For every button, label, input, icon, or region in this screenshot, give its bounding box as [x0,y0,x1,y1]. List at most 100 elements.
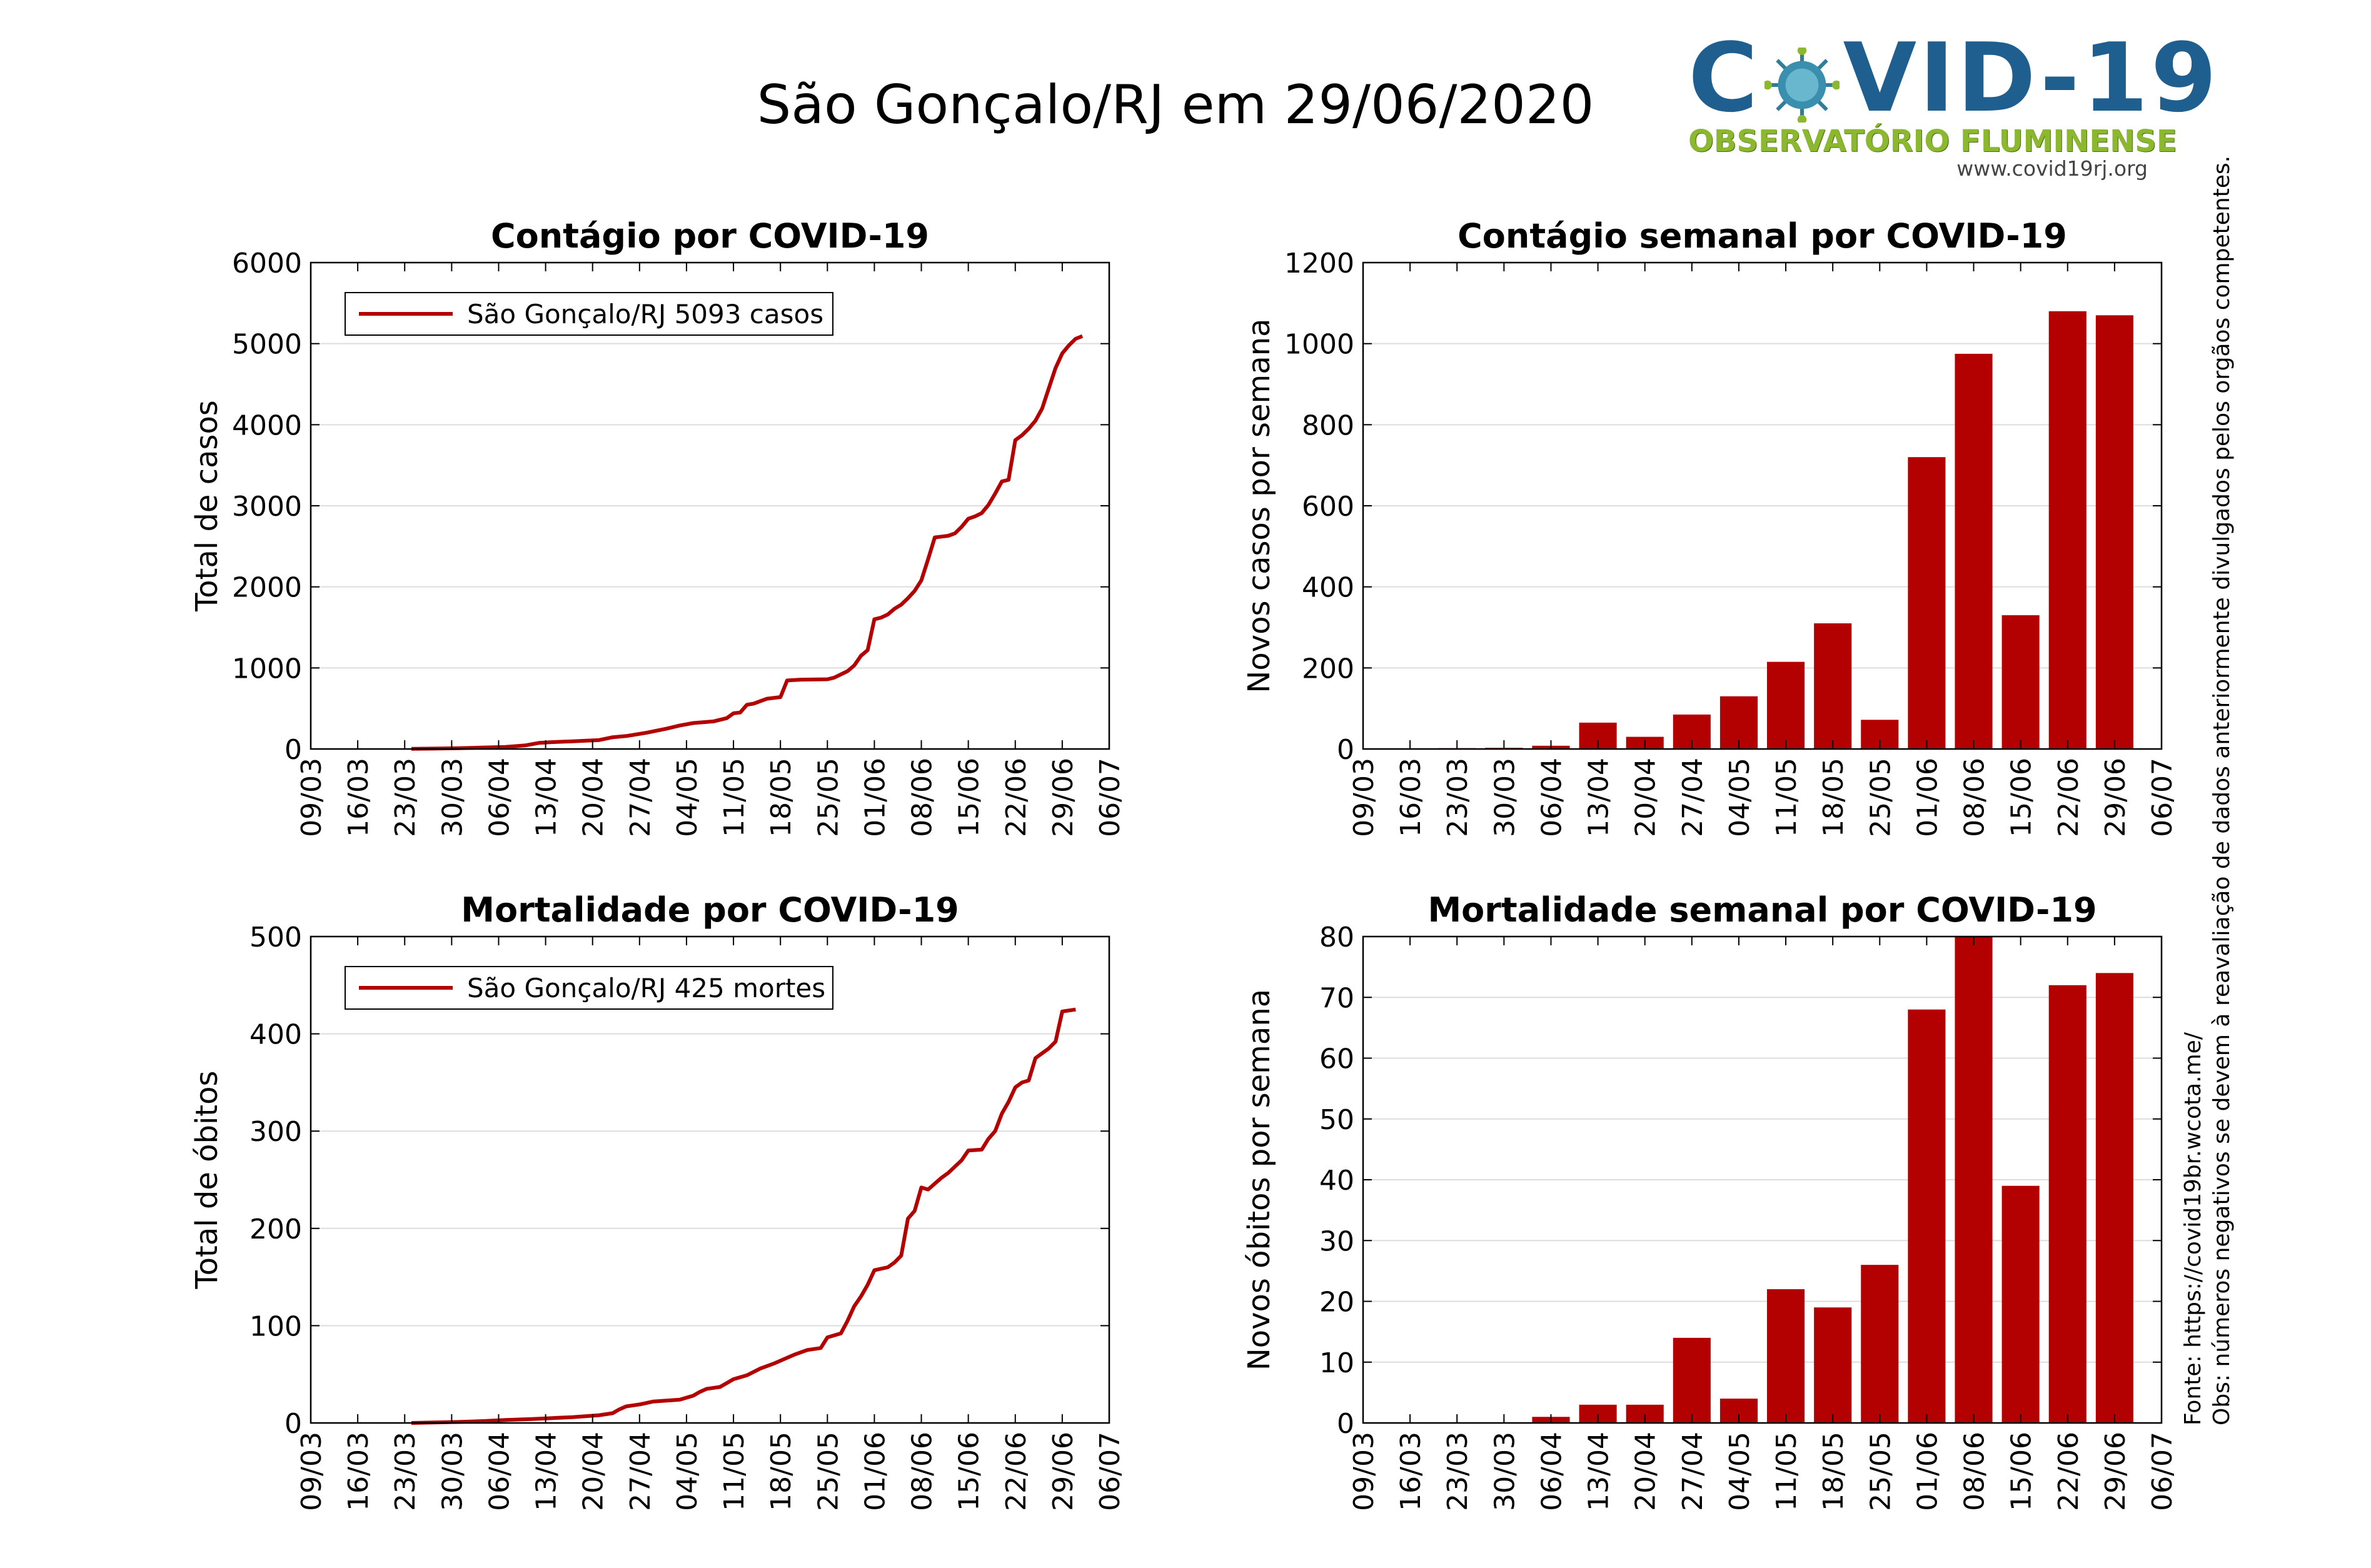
bar [2048,985,2087,1423]
x-tick-label: 23/03 [1442,1432,1474,1511]
x-tick-label: 04/05 [672,1432,703,1511]
bar [1861,1265,1899,1423]
series-line [411,334,1084,751]
x-tick-label: 18/05 [765,1432,797,1511]
x-tick-label: 06/07 [2147,1432,2178,1511]
x-tick-label: 06/04 [483,758,515,837]
x-tick-label: 15/06 [954,1432,985,1511]
x-tick-label: 20/04 [1630,1432,1662,1511]
y-tick-label: 0 [1337,1408,1354,1440]
y-tick-label: 1200 [1284,248,1354,279]
x-tick-label: 18/05 [1818,758,1850,837]
x-tick-label: 06/07 [2147,758,2178,837]
x-tick-label: 06/04 [483,1432,515,1511]
x-tick-label: 16/03 [343,758,375,837]
y-axis-label: Total de casos [189,400,224,612]
chart-deaths-cumulative: São Gonçalo/RJ 425 mortes 0 100 200 300 400 50… [189,890,1126,1511]
x-tick-label: 08/06 [1959,1432,1991,1511]
x-tick-label: 16/03 [343,1432,375,1511]
x-tick-label: 11/05 [718,1432,750,1511]
x-tick-label: 23/03 [390,1432,421,1511]
x-tick-label: 04/05 [672,758,703,837]
x-tick-label: 23/03 [1442,758,1474,837]
x-tick-label: 27/04 [1677,758,1709,837]
x-tick-label: 06/04 [1536,758,1568,837]
plot-frame [310,935,1110,1424]
x-tick-label: 11/05 [1771,1432,1803,1511]
page-title: São Gonçalo/RJ em 29/06/2020 [757,74,1594,136]
x-tick-label: 30/03 [436,1432,468,1511]
y-tick-label: 50 [1319,1104,1354,1136]
x-tick-label: 20/04 [578,758,610,837]
x-tick-label: 09/03 [296,1432,328,1511]
x-tick-label: 09/03 [1348,758,1380,837]
x-tick-label: 25/05 [1865,758,1896,837]
chart-cases-cumulative: São Gonçalo/RJ 5093 casos 0 1000 2000 3000 40… [189,216,1126,837]
y-tick-label: 1000 [232,653,302,685]
y-tick-label: 600 [1302,491,1354,523]
legend: São Gonçalo/RJ 5093 casos [345,292,833,336]
chart-title: Contágio semanal por COVID-19 [1457,216,2067,256]
bar [1719,696,1758,749]
x-tick-label: 01/06 [859,1432,891,1511]
x-tick-label: 27/04 [625,1432,657,1511]
chart-title: Mortalidade por COVID-19 [461,890,959,930]
x-tick-label: 18/05 [765,758,797,837]
x-tick-label: 18/05 [1818,1432,1850,1511]
y-tick-label: 2000 [232,572,302,604]
logo-subtitle: OBSERVATÓRIO FLUMINENSE [1688,124,2177,159]
bar [1814,623,1852,749]
x-tick-label: 08/06 [1959,758,1991,837]
y-tick-label: 70 [1319,982,1354,1014]
y-tick-label: 6000 [232,248,302,279]
x-tick-label: 30/03 [1489,758,1521,837]
covid19-logo: C VID-19 OBSERVATÓRIO FLUMINENSE www.cov… [1688,31,2217,181]
y-tick-label: 1000 [1284,329,1354,361]
x-tick-label: 06/07 [1094,1432,1126,1511]
x-tick-label: 15/06 [954,758,985,837]
x-tick-label: 13/04 [1583,1432,1615,1511]
y-tick-label: 500 [249,922,302,953]
x-tick-label: 29/06 [2100,1432,2132,1511]
x-tick-label: 27/04 [625,758,657,837]
y-tick-label: 80 [1319,922,1354,953]
x-tick-label: 25/05 [1865,1432,1896,1511]
x-tick-label: 29/06 [2100,758,2132,837]
x-tick-label: 30/03 [436,758,468,837]
y-tick-label: 0 [284,1408,302,1440]
x-tick-label: 25/05 [812,1432,844,1511]
y-tick-label: 20 [1319,1287,1354,1319]
legend: São Gonçalo/RJ 425 mortes [345,966,833,1010]
chart-title: Contágio por COVID-19 [491,216,929,256]
bar [1673,1337,1711,1423]
x-tick-label: 04/05 [1724,758,1756,837]
y-axis-label: Total de óbitos [189,1071,224,1290]
chart-cases-weekly: 0 200 400 600 800 1000 1200 09/03 16/03 23/03 30/0… [1242,216,2178,837]
x-tick-label: 15/06 [2006,758,2038,837]
y-axis-label: Novos casos por semana [1242,318,1277,693]
x-tick-label: 22/06 [2053,1432,2085,1511]
bar [1908,457,1946,749]
y-tick-label: 4000 [232,410,302,441]
x-tick-label: 22/06 [2053,758,2085,837]
x-tick-label: 22/06 [1000,758,1032,837]
x-tick-label: 01/06 [1911,758,1943,837]
x-tick-label: 20/04 [1630,758,1662,837]
y-tick-label: 30 [1319,1225,1354,1257]
x-tick-label: 27/04 [1677,1432,1709,1511]
x-tick-label: 23/03 [390,758,421,837]
x-tick-label: 22/06 [1000,1432,1032,1511]
x-tick-label: 08/06 [907,1432,939,1511]
x-tick-label: 15/06 [2006,1432,2038,1511]
x-tick-label: 29/06 [1047,758,1079,837]
x-tick-label: 09/03 [296,758,328,837]
legend-label: São Gonçalo/RJ 5093 casos [467,299,823,329]
y-tick-label: 60 [1319,1043,1354,1075]
x-tick-label: 04/05 [1724,1432,1756,1511]
y-tick-label: 800 [1302,410,1354,441]
bar [2095,973,2133,1423]
y-tick-label: 400 [1302,572,1354,604]
y-tick-label: 200 [1302,653,1354,685]
x-tick-label: 13/04 [531,1432,563,1511]
